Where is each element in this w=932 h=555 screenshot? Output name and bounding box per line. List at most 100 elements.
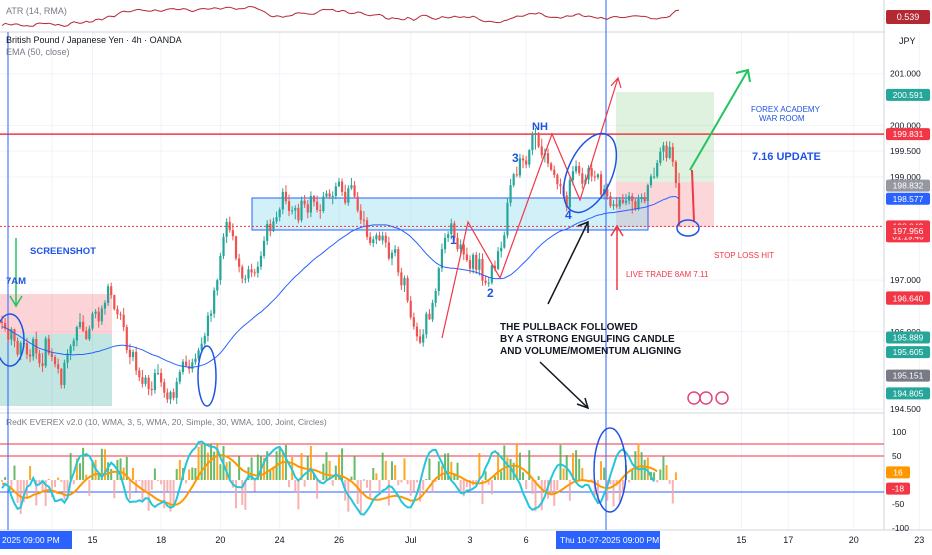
oscillator-bar xyxy=(497,452,500,480)
left-ellipse xyxy=(0,313,25,367)
oscillator-bar xyxy=(244,480,247,510)
ema-legend[interactable]: EMA (50, close) xyxy=(6,47,70,57)
candle-body xyxy=(72,340,75,347)
candle-body xyxy=(537,133,540,147)
oscillator-bar xyxy=(88,480,91,496)
oscillator-bar xyxy=(188,469,191,480)
oscillator-bar xyxy=(210,444,213,480)
candle-body xyxy=(677,183,681,227)
oscillator-bar xyxy=(596,480,599,504)
candle-body xyxy=(303,200,306,205)
atr-badge-value: 0.539 xyxy=(897,12,920,22)
price-badge-value: 200.591 xyxy=(893,90,924,100)
oscillator-bar xyxy=(82,447,85,480)
candle-body xyxy=(574,166,578,172)
oscillator-bar xyxy=(562,468,565,480)
oscillator-bar xyxy=(384,460,387,480)
oscillator-legend[interactable]: RedK EVEREX v2.0 (10, WMA, 3, 5, WMA, 20… xyxy=(6,417,327,427)
oscillator-bar xyxy=(69,453,72,480)
oscillator-bar xyxy=(269,470,272,480)
oscillator-bar xyxy=(263,457,266,480)
candle-body xyxy=(41,363,44,366)
candle-body xyxy=(412,317,415,327)
candle-body xyxy=(509,185,512,203)
candle-body xyxy=(244,278,247,280)
oscillator-bar xyxy=(4,477,7,480)
candle-body xyxy=(546,153,550,164)
cursor-time-marker-box xyxy=(556,531,660,549)
oscillator-bar xyxy=(571,453,574,480)
candle-body xyxy=(231,230,234,237)
oscillator-bar xyxy=(665,465,668,480)
cursor-time-marker-text: Thu 10-07-2025 09:00 PM xyxy=(560,535,659,545)
candle-body xyxy=(468,260,472,269)
highlight-ellipses[interactable] xyxy=(0,126,700,513)
oscillator-bar xyxy=(422,480,425,491)
candle-body xyxy=(565,195,568,208)
atr-badge-box xyxy=(886,10,930,24)
price-badge-box xyxy=(886,128,930,141)
oscillator-bar xyxy=(484,471,487,480)
candle-body xyxy=(484,280,487,283)
oscillator-tick-label: -50 xyxy=(892,499,905,509)
candle-body xyxy=(63,362,66,385)
candle-body xyxy=(649,176,653,186)
candle-body xyxy=(266,223,269,241)
candle-body xyxy=(16,341,19,355)
candle-body xyxy=(637,199,640,210)
oscillator-bar xyxy=(634,451,637,480)
price-tick-label: 194.500 xyxy=(890,404,921,414)
candle-body xyxy=(181,361,185,373)
oscillator-axis-ticks: 100 50 -50 -100 xyxy=(892,427,909,533)
candle-body xyxy=(668,147,671,158)
candle-body xyxy=(634,201,637,210)
oscillator-bar xyxy=(366,480,369,488)
oscillator-bar xyxy=(369,480,372,498)
candle-body xyxy=(47,338,50,354)
price-tick-label: 199.000 xyxy=(890,172,921,182)
candle-body xyxy=(606,188,609,197)
wave-drawings[interactable] xyxy=(9,68,751,410)
wave-label-3: 3 xyxy=(512,151,519,165)
oscillator-bar xyxy=(506,457,509,480)
candle-body xyxy=(328,193,331,197)
oscillator-bar xyxy=(568,480,571,501)
atr-legend[interactable]: ATR (14, RMA) xyxy=(6,6,67,16)
left-time-marker-box xyxy=(0,531,72,549)
symbol-legend[interactable]: British Pound / Japanese Yen · 4h · OAND… xyxy=(6,35,182,45)
ema-line xyxy=(1,196,680,368)
oscillator-bar xyxy=(372,468,375,480)
oscillator-bar xyxy=(316,480,319,499)
price-badge-value: 195.151 xyxy=(893,371,924,381)
candle-body xyxy=(397,249,400,273)
oscillator-bar xyxy=(362,479,365,481)
oscillator-bar xyxy=(381,452,384,480)
candle-body xyxy=(646,185,649,202)
candle-body xyxy=(478,258,481,270)
oscillator-bar xyxy=(7,480,10,481)
oscillator-bar xyxy=(281,451,284,480)
time-tick-label: 15 xyxy=(736,535,746,545)
pullback-line-2: BY A STRONG ENGULFING CANDLE xyxy=(500,334,675,345)
candle-body xyxy=(387,242,390,259)
currency-label[interactable]: JPY xyxy=(899,36,916,46)
price-badge-box xyxy=(886,88,930,101)
price-badge-value: 199.831 xyxy=(893,129,924,139)
candle-body xyxy=(618,199,621,207)
annotation-war-room: WAR ROOM xyxy=(759,114,805,123)
oscillator-tick-label: 50 xyxy=(892,451,902,461)
candle-body xyxy=(309,196,312,213)
candle-body xyxy=(462,244,465,255)
candle-body xyxy=(612,204,615,206)
oscillator-bar xyxy=(41,480,44,491)
oscillator-bar xyxy=(75,458,78,480)
candle-body xyxy=(38,353,41,364)
candle-body xyxy=(322,196,325,212)
time-tick-label: 23 xyxy=(914,535,924,545)
oscillator-bar xyxy=(391,461,393,480)
candlestick-series[interactable] xyxy=(0,127,681,404)
candle-body xyxy=(69,346,72,354)
time-tick-label: 17 xyxy=(783,535,793,545)
candle-body xyxy=(331,196,334,198)
candle-body xyxy=(621,199,624,203)
